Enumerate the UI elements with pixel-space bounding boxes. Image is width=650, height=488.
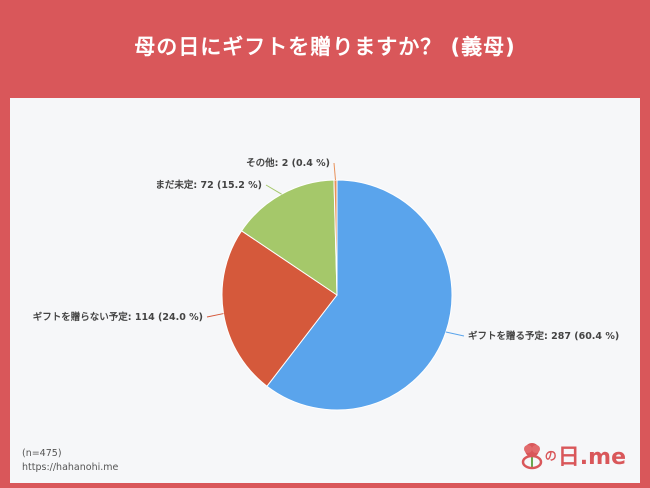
slice-label-1: ギフトを贈らない予定: 114 (24.0 %) (33, 311, 203, 323)
slice-label-0: ギフトを贈る予定: 287 (60.4 %) (468, 330, 619, 342)
leader-line-3 (333, 162, 336, 181)
page-title: 母の日にギフトを贈りますか？ (義母) (134, 35, 516, 59)
header-bar: 母の日にギフトを贈りますか？ (義母) (0, 0, 650, 98)
pie-slice-0 (266, 179, 453, 411)
slice-label-2: まだ未定: 72 (15.2 %) (155, 179, 262, 191)
site-logo: の 日.me (519, 439, 626, 471)
leader-line-1 (206, 313, 224, 318)
carnation-icon (521, 443, 543, 470)
leader-line-0 (445, 331, 465, 337)
sample-size-note: (n=475) (22, 448, 62, 459)
pie-chart: ギフトを贈る予定: 287 (60.4 %) ギフトを贈らない予定: 114 (2… (33, 157, 619, 411)
logo-text: 日.me (557, 445, 626, 470)
chart-panel: ギフトを贈る予定: 287 (60.4 %) ギフトを贈らない予定: 114 (2… (10, 98, 640, 483)
logo-small-text: の (544, 448, 557, 463)
slice-label-3: その他: 2 (0.4 %) (246, 157, 330, 169)
leader-line-2 (265, 184, 282, 195)
source-url: https://hahanohi.me (22, 462, 119, 473)
pie-slice-2 (240, 179, 338, 296)
